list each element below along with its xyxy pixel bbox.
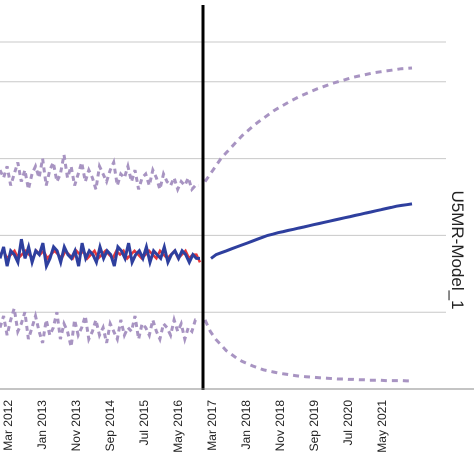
x-tick-label: Sep 2019 xyxy=(307,400,321,452)
x-tick-label: Jan 2018 xyxy=(239,400,253,450)
observed-series-line xyxy=(0,238,200,272)
forecast-series-line xyxy=(210,202,413,260)
x-tick-label: Sep 2014 xyxy=(103,400,117,452)
x-tick-label: May 2016 xyxy=(171,400,185,453)
x-tick-labels: Mar 2012 Jan 2013 Nov 2013 Sep 2014 Jul 2015… xyxy=(1,400,389,453)
x-tick-label: Mar 2017 xyxy=(205,400,219,451)
x-tick-label: May 2021 xyxy=(375,400,389,453)
x-tick-label: Nov 2018 xyxy=(273,400,287,452)
interval-lines xyxy=(0,66,413,383)
x-tick-label: Jul 2020 xyxy=(341,400,355,446)
grid-lines xyxy=(0,41,446,313)
upper-interval-forecast xyxy=(203,66,413,183)
lower-interval-forecast xyxy=(203,319,412,383)
x-tick-label: Mar 2012 xyxy=(1,400,15,451)
x-tick-label: Jul 2015 xyxy=(137,400,151,446)
y-axis-label: U5MR-Model_1 xyxy=(448,190,467,309)
x-tick-label: Jan 2013 xyxy=(35,400,49,450)
x-tick-label: Nov 2013 xyxy=(69,400,83,452)
upper-interval-history xyxy=(0,154,199,196)
series-lines xyxy=(0,202,413,272)
lower-interval-history xyxy=(0,307,199,348)
